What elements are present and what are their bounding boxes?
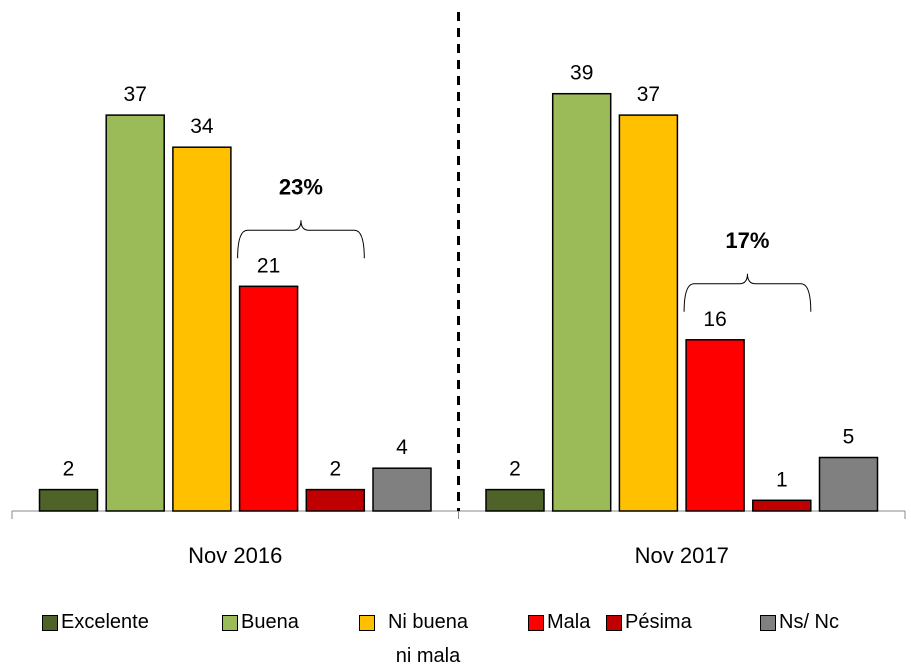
bar xyxy=(105,114,165,512)
bar xyxy=(685,339,745,512)
legend-item: Pésima xyxy=(606,605,692,639)
data-label: 5 xyxy=(843,426,855,449)
annotation: 17% xyxy=(725,228,769,253)
bar xyxy=(752,499,812,512)
x-tick-label: Nov 2016 xyxy=(188,543,282,568)
x-tick-label: Nov 2017 xyxy=(635,543,729,568)
data-label: 39 xyxy=(570,62,593,85)
data-label: 21 xyxy=(257,254,280,277)
bar xyxy=(618,114,679,512)
bracket xyxy=(237,220,365,259)
legend-item: Buena xyxy=(222,605,299,639)
data-label: 37 xyxy=(124,83,147,106)
legend-item: Ns/ Nc xyxy=(760,605,839,639)
data-label: 37 xyxy=(637,83,660,106)
bar xyxy=(818,456,879,512)
bar xyxy=(172,146,232,512)
data-label: 2 xyxy=(509,458,521,481)
data-label: 1 xyxy=(776,468,788,491)
legend-item: Excelente xyxy=(42,605,149,639)
bar xyxy=(485,488,545,512)
bar xyxy=(38,488,99,512)
legend-item: Ni buena ni mala xyxy=(359,605,478,666)
bracket xyxy=(683,273,812,312)
bar xyxy=(551,92,612,512)
data-label: 2 xyxy=(329,458,341,481)
data-label: 2 xyxy=(63,458,75,481)
legend-swatch xyxy=(760,615,776,631)
data-label: 16 xyxy=(703,308,726,331)
annotation: 23% xyxy=(279,174,323,199)
legend-swatch xyxy=(359,615,375,631)
legend-swatch xyxy=(528,615,544,631)
legend-label: Ns/ Nc xyxy=(779,611,839,633)
bar xyxy=(238,285,299,512)
bar xyxy=(305,488,366,512)
legend-label: Buena xyxy=(241,611,299,633)
legend-label: Excelente xyxy=(61,611,149,633)
data-label: 34 xyxy=(190,115,214,138)
legend-swatch xyxy=(222,615,238,631)
plot: Nov 2016 2 37 34 21 2 4 23% Nov 2017 2 39 37 16 1 5 17% xyxy=(11,12,906,568)
legend-swatch xyxy=(42,615,58,631)
data-label: 4 xyxy=(396,436,408,459)
legend-label: Pésima xyxy=(625,611,692,633)
legend-swatch xyxy=(606,615,622,631)
legend-label: Mala xyxy=(547,611,591,633)
bar xyxy=(372,467,432,512)
legend-item: Mala xyxy=(528,605,590,639)
legend-label: Ni buena ni mala xyxy=(387,611,469,666)
